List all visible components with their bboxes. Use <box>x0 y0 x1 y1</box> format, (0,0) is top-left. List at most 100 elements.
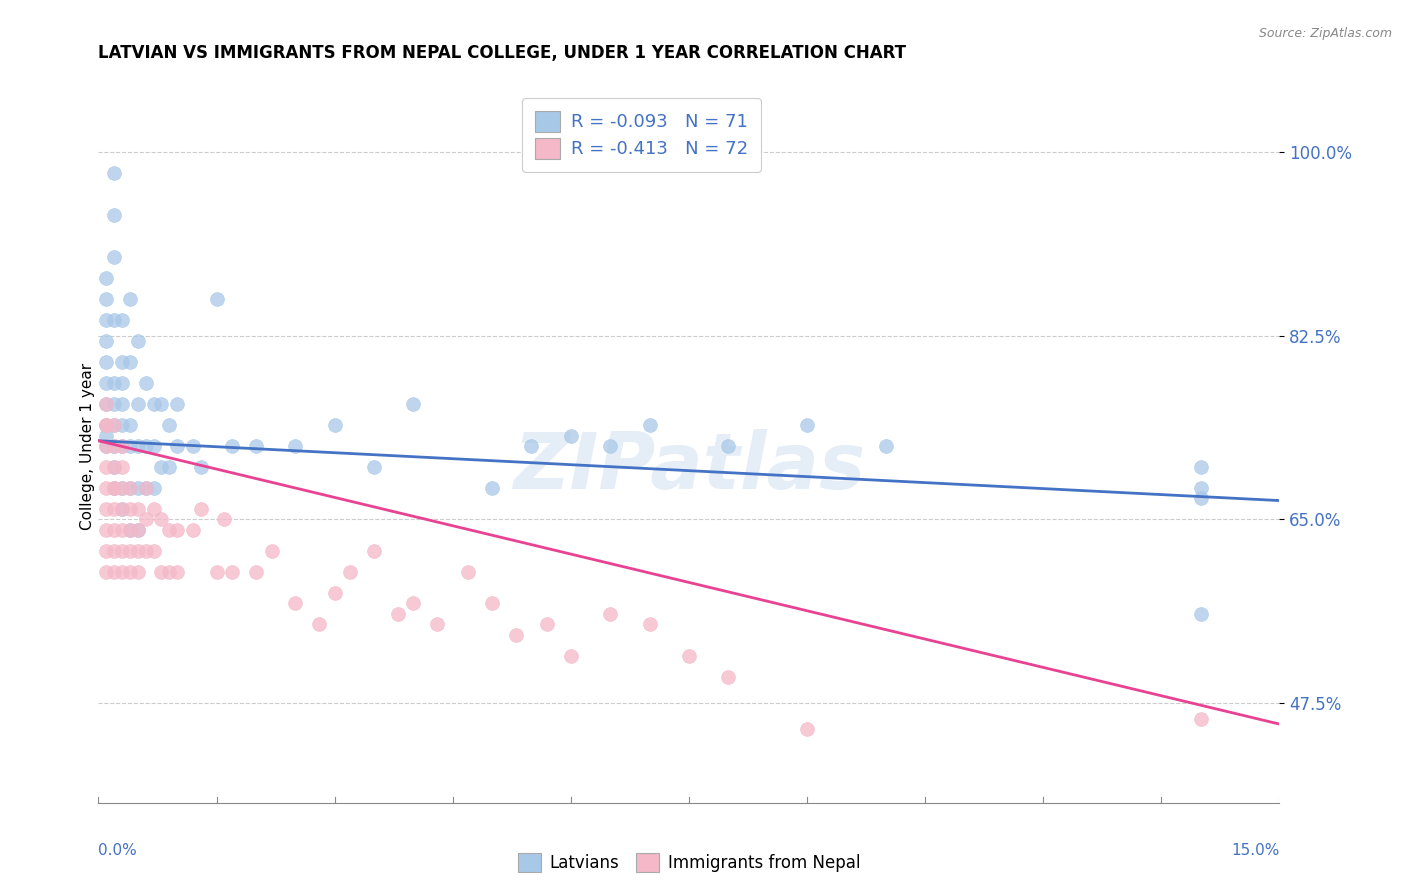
Point <box>103 502 125 516</box>
Point <box>127 565 149 579</box>
Point <box>520 439 543 453</box>
Point <box>96 313 118 327</box>
Point <box>111 502 134 516</box>
Point <box>96 417 118 432</box>
Point <box>402 596 425 610</box>
Point <box>150 397 173 411</box>
Point <box>481 596 503 610</box>
Point <box>205 565 228 579</box>
Point <box>111 565 134 579</box>
Point <box>103 460 125 475</box>
Point <box>103 313 125 327</box>
Point <box>481 481 503 495</box>
Point <box>103 565 125 579</box>
Point <box>284 439 307 453</box>
Point <box>103 481 125 495</box>
Point <box>135 481 157 495</box>
Point <box>166 523 188 537</box>
Point <box>103 250 125 264</box>
Point <box>363 544 385 558</box>
Point <box>103 417 125 432</box>
Text: 0.0%: 0.0% <box>98 843 138 858</box>
Point <box>339 565 361 579</box>
Point <box>127 544 149 558</box>
Point <box>118 292 141 306</box>
Point <box>150 512 173 526</box>
Point <box>1189 491 1212 506</box>
Legend: Latvians, Immigrants from Nepal: Latvians, Immigrants from Nepal <box>509 844 869 880</box>
Point <box>96 502 118 516</box>
Point <box>796 417 818 432</box>
Point <box>118 355 141 369</box>
Point <box>308 617 330 632</box>
Point <box>103 397 125 411</box>
Point <box>111 523 134 537</box>
Point <box>118 481 141 495</box>
Point <box>103 544 125 558</box>
Point <box>142 502 165 516</box>
Point <box>96 481 118 495</box>
Point <box>323 586 346 600</box>
Text: 15.0%: 15.0% <box>1232 843 1279 858</box>
Point <box>111 439 134 453</box>
Point <box>127 523 149 537</box>
Point <box>426 617 449 632</box>
Point <box>103 166 125 180</box>
Point <box>402 397 425 411</box>
Point <box>150 565 173 579</box>
Point <box>135 481 157 495</box>
Point <box>142 481 165 495</box>
Point <box>536 617 558 632</box>
Point <box>560 428 582 442</box>
Point <box>103 439 125 453</box>
Point <box>181 523 204 537</box>
Point <box>96 397 118 411</box>
Point <box>103 523 125 537</box>
Point <box>118 439 141 453</box>
Point <box>96 397 118 411</box>
Point <box>363 460 385 475</box>
Point <box>118 565 141 579</box>
Point <box>190 460 212 475</box>
Point <box>96 428 118 442</box>
Point <box>111 481 134 495</box>
Point <box>142 544 165 558</box>
Point <box>150 460 173 475</box>
Point <box>166 565 188 579</box>
Point <box>638 417 661 432</box>
Text: ZIPatlas: ZIPatlas <box>513 429 865 506</box>
Point <box>111 355 134 369</box>
Point <box>96 439 118 453</box>
Point <box>678 648 700 663</box>
Point <box>717 439 740 453</box>
Point <box>96 355 118 369</box>
Point <box>103 439 125 453</box>
Point <box>560 648 582 663</box>
Point <box>157 460 180 475</box>
Point <box>118 523 141 537</box>
Point <box>323 417 346 432</box>
Point <box>127 334 149 348</box>
Point <box>118 544 141 558</box>
Point <box>157 523 180 537</box>
Point <box>111 397 134 411</box>
Point <box>142 397 165 411</box>
Point <box>111 481 134 495</box>
Point <box>599 607 621 621</box>
Point <box>166 439 188 453</box>
Point <box>103 376 125 390</box>
Point <box>103 481 125 495</box>
Point <box>111 313 134 327</box>
Point <box>118 502 141 516</box>
Point <box>103 417 125 432</box>
Point <box>505 628 527 642</box>
Point <box>284 596 307 610</box>
Point <box>127 397 149 411</box>
Point <box>135 376 157 390</box>
Point <box>1189 607 1212 621</box>
Point <box>118 417 141 432</box>
Point <box>127 523 149 537</box>
Y-axis label: College, Under 1 year: College, Under 1 year <box>80 362 94 530</box>
Point <box>717 670 740 684</box>
Point <box>96 376 118 390</box>
